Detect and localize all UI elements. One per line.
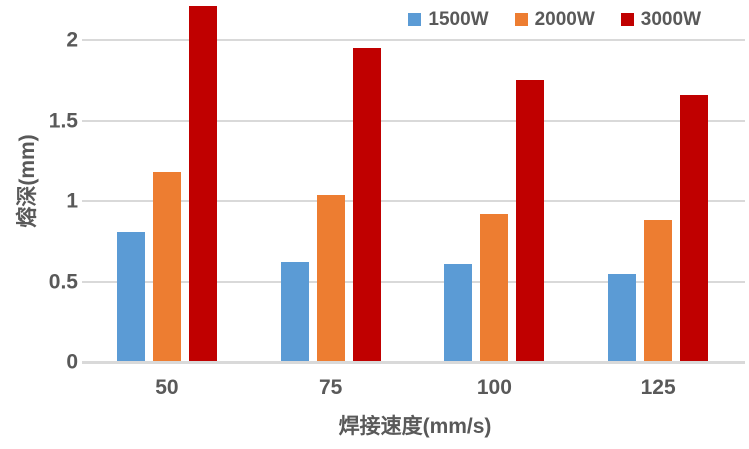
y-tick-label-1: 1 [66, 189, 78, 213]
bar-2000W-75 [317, 195, 345, 362]
bar-1500W-125 [608, 274, 636, 362]
x-category-label-75: 75 [318, 376, 343, 399]
x-category-label-100: 100 [476, 376, 512, 399]
legend-swatch-3000w [620, 13, 634, 26]
legend-item-3000w: 3000W [620, 9, 701, 30]
gridline-y-0.5 [82, 280, 745, 283]
gridline-y-2 [82, 39, 745, 42]
bar-1500W-50 [117, 232, 145, 362]
y-tick-label-2: 2 [66, 28, 78, 52]
y-tick-label-0: 0 [66, 350, 78, 374]
x-axis-title: 焊接速度(mm/s) [338, 415, 492, 438]
legend: 1500W 2000W 3000W [408, 10, 701, 29]
legend-item-2000w: 2000W [514, 9, 595, 30]
legend-label-2000w: 2000W [534, 9, 595, 30]
legend-swatch-2000w [514, 13, 528, 26]
gridline-y-1 [82, 200, 745, 203]
legend-label-3000w: 3000W [640, 9, 701, 30]
y-tick-label-0.5: 0.5 [48, 270, 78, 294]
x-axis-line [82, 361, 745, 364]
y-axis-title: 熔深(mm) [16, 134, 39, 228]
y-tick-label-1.5: 1.5 [48, 109, 78, 133]
gridline-y-1.5 [82, 119, 745, 122]
bar-2000W-100 [480, 214, 508, 362]
bar-1500W-100 [444, 264, 472, 362]
legend-item-1500w: 1500W [408, 9, 489, 30]
bar-3000W-50 [189, 6, 217, 362]
bar-1500W-75 [281, 262, 309, 362]
bar-2000W-50 [153, 172, 181, 362]
bar-3000W-125 [680, 95, 708, 362]
bar-3000W-100 [516, 80, 544, 362]
legend-swatch-1500w [408, 13, 422, 26]
bar-2000W-125 [644, 220, 672, 362]
bar-3000W-75 [353, 48, 381, 362]
x-category-label-50: 50 [155, 376, 179, 399]
legend-label-1500w: 1500W [428, 9, 489, 30]
x-category-label-125: 125 [640, 376, 676, 399]
